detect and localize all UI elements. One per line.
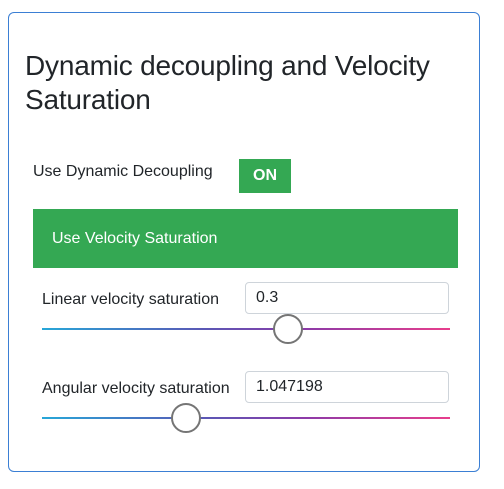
dynamic-decoupling-toggle[interactable]: ON — [239, 159, 291, 193]
angular-velocity-slider-thumb[interactable] — [170, 403, 201, 433]
velocity-saturation-toggle-bar[interactable]: Use Velocity Saturation — [33, 209, 458, 268]
linear-velocity-slider[interactable] — [42, 314, 450, 344]
velocity-saturation-label: Use Velocity Saturation — [52, 230, 218, 247]
angular-velocity-label: Angular velocity saturation — [42, 380, 230, 397]
panel-title: Dynamic decoupling and Velocity Saturati… — [25, 50, 430, 115]
dynamic-decoupling-label: Use Dynamic Decoupling — [33, 163, 213, 180]
angular-velocity-param: Angular velocity saturation — [42, 371, 458, 433]
velocity-settings-panel: Dynamic decoupling and Velocity Saturati… — [8, 12, 480, 472]
linear-velocity-param: Linear velocity saturation — [42, 282, 458, 344]
dynamic-decoupling-row: Use Dynamic Decoupling ON — [33, 159, 433, 193]
linear-velocity-label: Linear velocity saturation — [42, 291, 219, 308]
angular-velocity-input[interactable] — [245, 371, 449, 403]
linear-velocity-slider-thumb[interactable] — [272, 314, 303, 344]
angular-velocity-slider[interactable] — [42, 403, 450, 433]
linear-velocity-input[interactable] — [245, 282, 449, 314]
